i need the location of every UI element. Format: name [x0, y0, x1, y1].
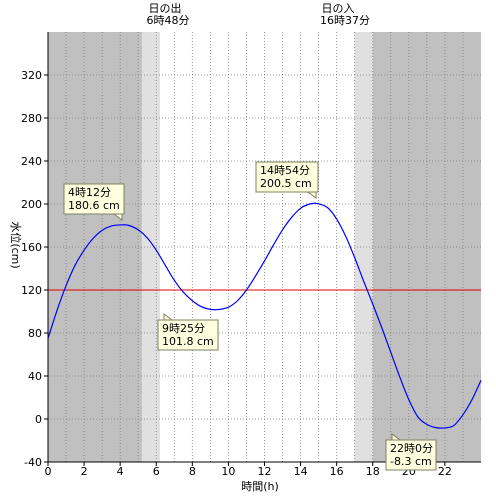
x-tick-label: 22 [438, 465, 452, 478]
y-tick-label: 40 [28, 370, 42, 383]
callout-time: 4時12分 [68, 186, 111, 199]
callout-box [255, 161, 319, 193]
x-tick-label: 2 [81, 465, 88, 478]
callout-time: 22時0分 [390, 442, 433, 455]
x-tick-label: 8 [189, 465, 196, 478]
x-tick-label: 12 [258, 465, 272, 478]
sunrise-time: 6時48分 [147, 14, 190, 27]
y-tick-label: 160 [21, 241, 42, 254]
tide-series-line [47, 202, 482, 429]
annotation-callout: 22時0分-8.3 cm [385, 433, 437, 471]
callout-box [157, 319, 219, 351]
sun-labels: 日の出 6時48分 日の入 16時37分 [147, 1, 371, 27]
callout-value: 101.8 cm [162, 335, 214, 348]
y-tick-label: 320 [21, 69, 42, 82]
y-tick-label: 280 [21, 112, 42, 125]
y-tick-label: 200 [21, 198, 42, 211]
x-tick-label: 6 [153, 465, 160, 478]
callout-value: 180.6 cm [68, 199, 120, 212]
y-tick-label: 80 [28, 327, 42, 340]
callout-box [63, 183, 125, 215]
sunset-time: 16時37分 [320, 14, 370, 27]
x-tick-label: 0 [45, 465, 52, 478]
y-tick-label: -40 [24, 456, 42, 469]
x-tick-label: 18 [366, 465, 380, 478]
y-tick-label: 240 [21, 155, 42, 168]
x-axis-label: 時間(h) [241, 480, 279, 493]
x-tick-label: 16 [330, 465, 344, 478]
y-tick-label: 120 [21, 284, 42, 297]
x-tick-label: 14 [294, 465, 308, 478]
callout-value: 200.5 cm [260, 177, 312, 190]
sunset-label: 日の入 [322, 2, 355, 15]
y-tick-label: 0 [35, 413, 42, 426]
x-tick-label: 10 [221, 465, 235, 478]
series-layer [47, 202, 482, 429]
callout-time: 9時25分 [162, 322, 205, 335]
callout-value: -8.3 cm [390, 455, 432, 468]
sunrise-label: 日の出 [149, 1, 182, 15]
y-axis-label: 水位(cm) [9, 221, 23, 268]
x-tick-label: 4 [117, 465, 124, 478]
callout-box [385, 439, 437, 471]
callout-time: 14時54分 [260, 164, 310, 177]
